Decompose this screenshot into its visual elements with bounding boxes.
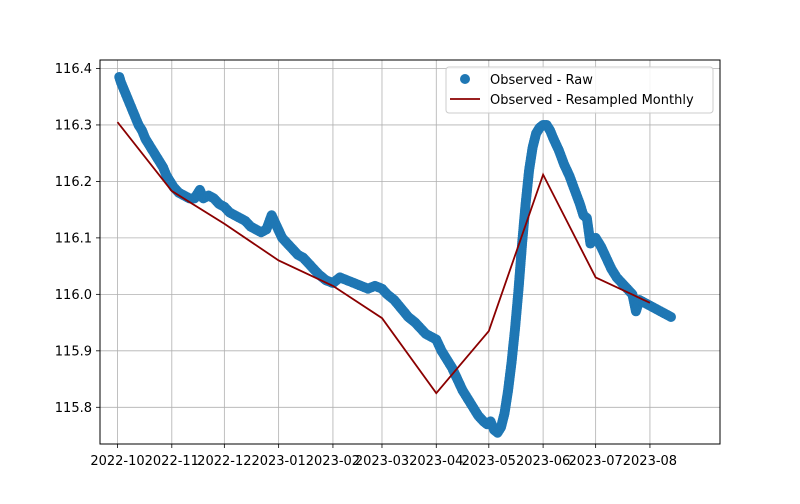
x-tick-label: 2023-07 [568, 454, 622, 469]
x-tick-label: 2023-04 [409, 454, 463, 469]
y-tick-label: 116.2 [55, 175, 92, 190]
x-tick-label: 2023-03 [355, 454, 409, 469]
plot-background [100, 60, 720, 444]
raw-point [666, 312, 676, 322]
y-tick-label: 116.0 [55, 288, 92, 303]
x-tick-label: 2023-05 [462, 454, 516, 469]
x-tick-label: 2023-06 [516, 454, 570, 469]
legend-label-resampled: Observed - Resampled Monthly [490, 93, 694, 108]
y-tick-label: 116.1 [55, 231, 92, 246]
x-tick-label: 2023-08 [623, 454, 677, 469]
legend: Observed - Raw Observed - Resampled Mont… [446, 67, 713, 113]
y-tick-label: 115.8 [55, 401, 92, 416]
legend-marker-raw [460, 74, 470, 84]
y-tick-label: 116.4 [55, 62, 92, 77]
y-tick-label: 116.3 [55, 118, 92, 133]
x-tick-label: 2023-01 [251, 454, 305, 469]
y-tick-label: 115.9 [55, 344, 92, 359]
legend-label-raw: Observed - Raw [490, 73, 593, 88]
x-tick-label: 2023-02 [306, 454, 360, 469]
x-tick-label: 2022-12 [197, 454, 251, 469]
x-tick-label: 2022-11 [145, 454, 199, 469]
x-tick-label: 2022-10 [90, 454, 144, 469]
